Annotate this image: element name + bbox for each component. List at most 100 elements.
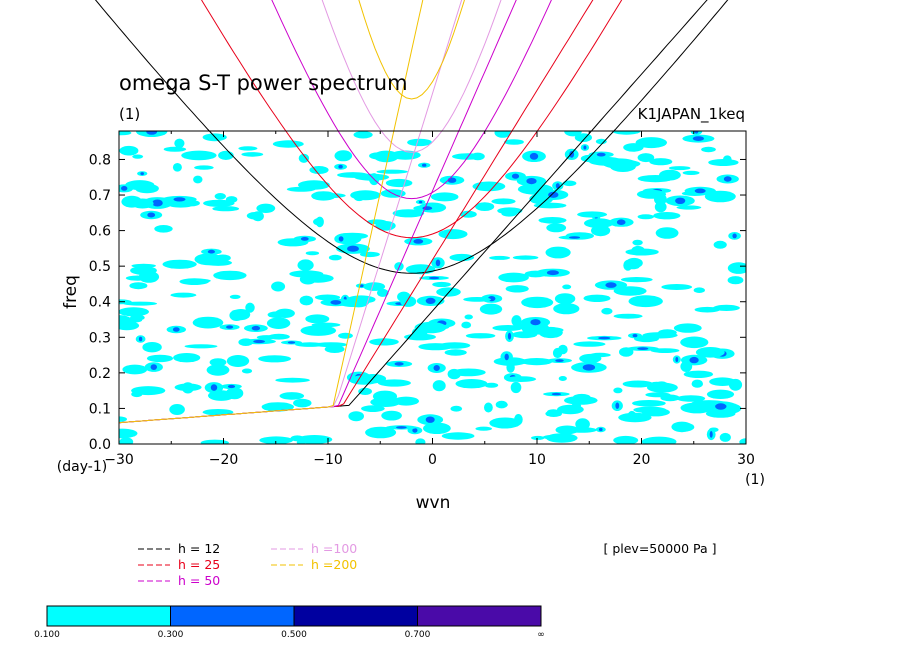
contour-blob-low xyxy=(444,349,467,356)
contour-blob-low xyxy=(622,380,654,388)
contour-blob-low xyxy=(505,285,529,293)
contour-blob-low xyxy=(349,300,368,308)
contour-blob-low xyxy=(521,358,553,366)
contour-blob-low xyxy=(415,438,426,444)
contour-blob-low xyxy=(489,417,521,429)
contour-blob-low xyxy=(214,193,226,200)
colorbar-label: 0.700 xyxy=(405,630,431,640)
contour-blob-low xyxy=(557,404,584,415)
contour-blob-low xyxy=(573,341,606,347)
contour-blob-low xyxy=(727,262,746,274)
contour-blob-low xyxy=(637,153,655,163)
contour-blob-low xyxy=(475,202,495,212)
contour-blob-low xyxy=(484,382,499,388)
contour-blob-mid xyxy=(359,284,364,288)
contour-blob-low xyxy=(475,426,493,431)
contour-blob-low xyxy=(506,376,536,382)
contour-blob-low xyxy=(172,163,182,172)
chart-subtitle-left: (1) xyxy=(119,105,140,123)
contour-blob-low xyxy=(432,281,451,288)
contour-blob-low xyxy=(489,255,511,260)
contour-blob-low xyxy=(449,253,475,262)
contour-blob-low xyxy=(680,336,709,349)
contour-blob-low xyxy=(350,190,381,201)
contour-blob-low xyxy=(130,314,145,321)
contour-blob-low xyxy=(613,286,647,296)
contour-blob-mid xyxy=(507,332,512,340)
contour-blob-low xyxy=(385,178,413,188)
contour-blob-low xyxy=(179,278,210,285)
contour-blob-low xyxy=(246,212,263,220)
contour-blob-mid xyxy=(425,297,436,304)
contour-blob-low xyxy=(334,150,353,162)
contour-blob-low xyxy=(193,175,203,184)
contour-blob-low xyxy=(170,292,197,298)
y-tick-label: 0.6 xyxy=(89,224,111,240)
contour-blob-low xyxy=(577,211,608,218)
contour-blob-low xyxy=(465,333,496,339)
x-tick-label: 10 xyxy=(528,452,546,468)
contour-blob-low xyxy=(366,219,387,225)
colorbar-segment xyxy=(170,605,295,627)
contour-blob-low xyxy=(119,307,149,317)
contour-blob-low xyxy=(119,321,140,331)
legend-label: h =200 xyxy=(311,557,357,572)
contour-blob-low xyxy=(123,301,158,306)
contour-blob-mid xyxy=(173,197,186,202)
contour-blob-low xyxy=(365,426,397,439)
contour-blob-mid xyxy=(147,212,156,218)
contour-blob-low xyxy=(739,438,746,444)
contour-blob-mid xyxy=(582,364,596,371)
contour-blob-low xyxy=(231,309,251,321)
contour-blob-mid xyxy=(637,347,649,350)
contour-blob-low xyxy=(635,137,667,149)
dispersion-curve-upper-h25 xyxy=(201,0,623,239)
contour-blob-mid xyxy=(152,199,163,207)
contour-blob-low xyxy=(713,240,727,249)
contour-blob-low xyxy=(683,370,714,378)
contour-blob-mid xyxy=(226,325,234,329)
contour-blob-low xyxy=(194,165,214,170)
contour-blob-low xyxy=(546,223,567,233)
contour-blob-mid xyxy=(138,336,143,342)
contour-blob-mid xyxy=(616,219,626,225)
contour-blob-low xyxy=(259,436,294,444)
contour-blob-low xyxy=(119,428,138,439)
contour-blob-low xyxy=(450,405,463,412)
x-tick-label: 30 xyxy=(737,452,755,468)
contour-blob-low xyxy=(256,203,276,213)
contour-blob-low xyxy=(693,287,705,294)
contour-blob-low xyxy=(430,192,459,202)
power-contour-field xyxy=(119,131,746,444)
contour-blob-low xyxy=(694,306,720,313)
contour-blob-mid xyxy=(433,365,440,371)
y-axis-label: freq xyxy=(61,275,81,309)
contour-blob-low xyxy=(558,376,567,381)
contour-blob-mid xyxy=(121,186,128,191)
contour-blob-low xyxy=(279,392,305,400)
contour-blob-mid xyxy=(529,152,539,160)
contour-blob-low xyxy=(612,131,641,135)
contour-blob-low xyxy=(290,435,305,442)
x-tick-label: −10 xyxy=(313,452,343,468)
contour-blob-low xyxy=(695,347,725,358)
contour-blob-low xyxy=(119,145,139,156)
contour-blob-low xyxy=(504,139,524,145)
chart-title: omega S-T power spectrum xyxy=(119,71,408,95)
contour-blob-low xyxy=(377,288,389,297)
contour-blob-mid xyxy=(546,270,559,276)
contour-blob-low xyxy=(555,425,579,435)
contour-blob-mid xyxy=(418,200,423,204)
contour-blob-low xyxy=(674,422,695,432)
contour-blob-low xyxy=(173,353,201,363)
contour-blob-low xyxy=(494,131,511,138)
contour-blob-low xyxy=(261,402,294,412)
contour-blob-low xyxy=(181,150,217,161)
contour-blob-low xyxy=(359,251,380,258)
contour-blob-low xyxy=(680,361,693,372)
contour-blob-low xyxy=(676,395,706,402)
contour-blob-low xyxy=(174,138,185,148)
contour-blob-low xyxy=(588,156,624,166)
contour-blob-low xyxy=(376,169,408,174)
